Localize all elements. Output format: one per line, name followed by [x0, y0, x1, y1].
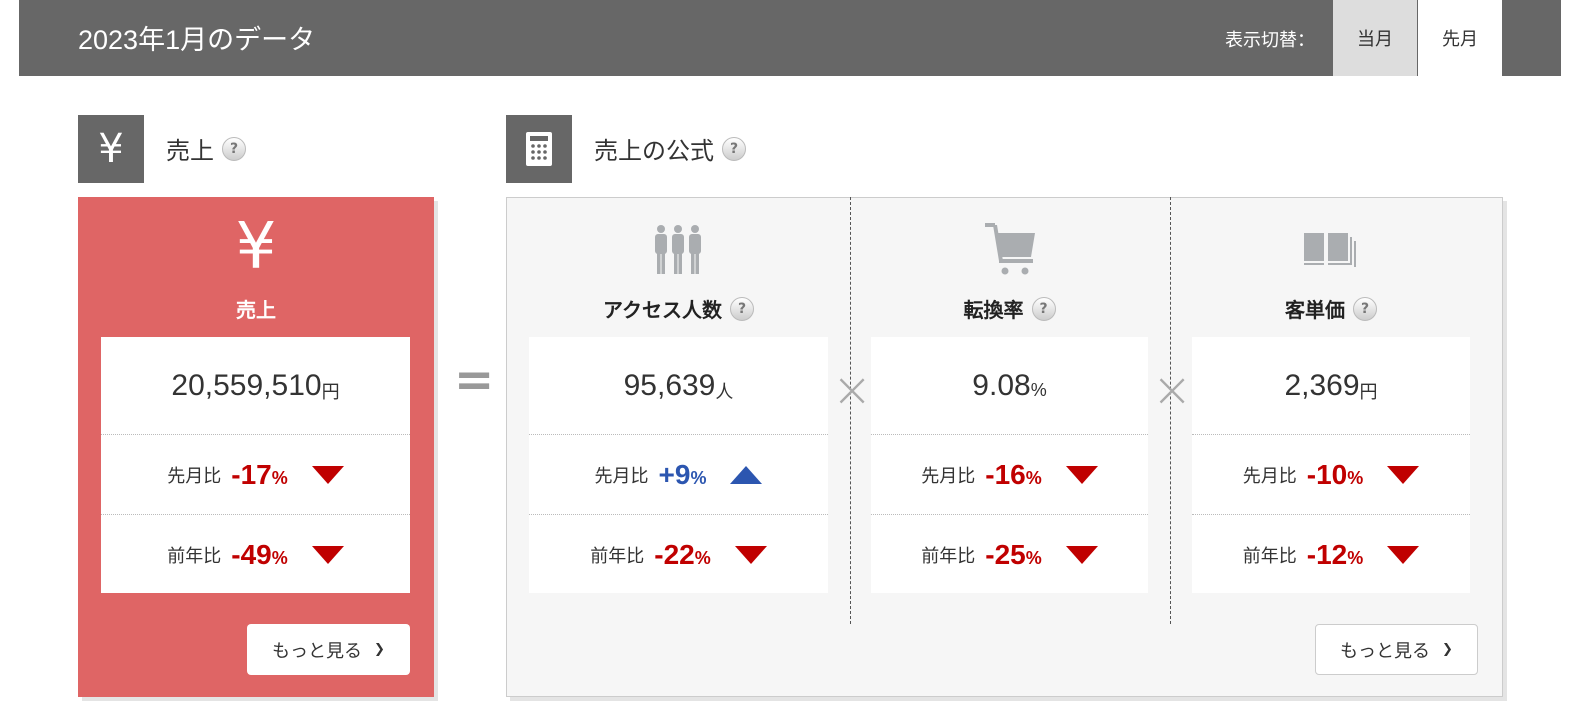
- help-icon[interactable]: ?: [222, 136, 246, 161]
- sales-value: 20,559,510 円: [171, 368, 340, 402]
- help-icon[interactable]: ?: [1031, 296, 1056, 321]
- tab-previous-month[interactable]: 先月: [1418, 0, 1502, 76]
- sales-card: ¥ 売上 20,559,510 円 先月比 -17% 前年比 -49% もっと見る ❯: [78, 197, 434, 697]
- metric-title-access: アクセス人数?: [529, 294, 828, 323]
- yen-icon: ¥: [235, 210, 277, 284]
- times-sign: ×: [1152, 362, 1193, 418]
- sales-yoy-row: 前年比 -49%: [101, 514, 410, 594]
- up-arrow-icon: [730, 465, 763, 484]
- divider: [1170, 197, 1171, 624]
- down-arrow-icon: [311, 465, 344, 484]
- display-switch-label: 表示切替：: [1225, 30, 1315, 51]
- metric-box-unit-price: 2,369 円 先月比 -10% 前年比 -12%: [1192, 337, 1470, 593]
- down-arrow-icon: [1065, 465, 1098, 484]
- yoy-row: 前年比 -12%: [1192, 514, 1470, 594]
- down-arrow-icon: [311, 545, 344, 564]
- sales-title-text: 売上: [166, 137, 214, 165]
- sales-more-button[interactable]: もっと見る ❯: [247, 624, 410, 675]
- yoy-row: 前年比 -22%: [529, 514, 828, 594]
- divider: [850, 197, 851, 624]
- mom-row: 先月比 -10%: [1192, 434, 1470, 514]
- sales-mom-row: 先月比 -17%: [101, 434, 410, 514]
- down-arrow-icon: [1387, 545, 1420, 564]
- yen-icon: ¥: [78, 115, 144, 183]
- formula-section-title: 売上の公式 ?: [594, 131, 746, 166]
- metric-box-conversion: 9.08% 先月比 -16% 前年比 -25%: [871, 337, 1148, 593]
- tab-current-month[interactable]: 当月: [1333, 0, 1417, 76]
- calculator-icon: [506, 115, 572, 183]
- mom-row: 先月比 -16%: [871, 434, 1148, 514]
- down-arrow-icon: [1065, 545, 1098, 564]
- equals-sign: =: [454, 352, 495, 408]
- cart-icon: [985, 223, 1037, 279]
- books-icon: [1304, 233, 1358, 271]
- yoy-row: 前年比 -25%: [871, 514, 1148, 594]
- formula-more-button[interactable]: もっと見る ❯: [1315, 624, 1478, 675]
- sales-card-label: 売上: [236, 298, 276, 322]
- down-arrow-icon: [1387, 465, 1420, 484]
- metric-box-access: 95,639 人 先月比 +9% 前年比 -22%: [529, 337, 828, 593]
- help-icon[interactable]: ?: [730, 296, 754, 321]
- down-arrow-icon: [734, 545, 767, 564]
- header-bar: 2023年1月のデータ 表示切替： 当月 先月: [19, 0, 1561, 76]
- page-title: 2023年1月のデータ: [78, 25, 316, 55]
- sales-values: 20,559,510 円 先月比 -17% 前年比 -49%: [101, 337, 410, 593]
- help-icon[interactable]: ?: [1353, 296, 1377, 321]
- metric-title-conversion: 転換率?: [871, 294, 1148, 323]
- formula-title-text: 売上の公式: [594, 137, 714, 165]
- people-icon: [652, 225, 706, 279]
- mom-row: 先月比 +9%: [529, 434, 828, 514]
- times-sign: ×: [832, 362, 873, 418]
- help-icon[interactable]: ?: [722, 136, 746, 161]
- metric-title-unit-price: 客単価?: [1192, 294, 1470, 323]
- sales-section-title: 売上 ?: [166, 131, 246, 166]
